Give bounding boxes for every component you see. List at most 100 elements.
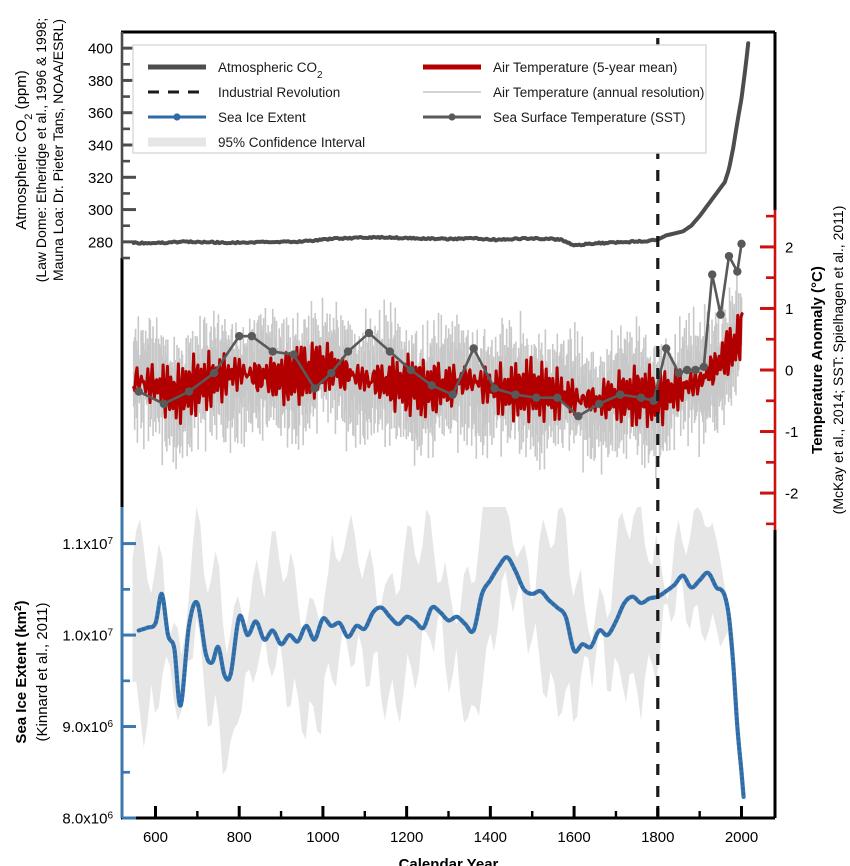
sst-marker bbox=[448, 390, 457, 399]
temperature-tick-label: -1 bbox=[785, 424, 798, 441]
legend-air-temp-5yr-label: Air Temperature (5-year mean) bbox=[493, 60, 677, 75]
sea-ice-marker bbox=[514, 571, 519, 576]
sea-ice-marker bbox=[405, 614, 410, 619]
sea-ice-marker bbox=[463, 621, 467, 626]
sea-ice-marker bbox=[248, 629, 253, 634]
sea-ice-marker bbox=[340, 625, 345, 630]
sea-ice-marker bbox=[173, 660, 178, 664]
sea-ice-marker bbox=[507, 558, 512, 562]
sea-ice-marker bbox=[708, 573, 713, 578]
sea-ice-marker bbox=[287, 633, 292, 637]
sea-ice-marker bbox=[591, 640, 596, 645]
sea-ice-marker bbox=[620, 605, 624, 610]
sea-ice-marker bbox=[469, 629, 473, 634]
sea-ice-marker bbox=[209, 660, 214, 665]
sea-ice-marker bbox=[736, 736, 741, 741]
sea-ice-marker bbox=[204, 653, 209, 658]
sea-ice-marker bbox=[342, 629, 347, 634]
sea-ice-marker bbox=[174, 674, 179, 679]
sea-ice-marker bbox=[178, 703, 183, 708]
sea-ice-marker bbox=[474, 617, 479, 622]
sea-ice-marker bbox=[473, 622, 478, 627]
sea-ice-marker bbox=[181, 688, 185, 693]
sea-ice-marker bbox=[273, 631, 278, 636]
sea-ice-marker bbox=[333, 622, 337, 627]
temperature-axis-source: (McKay et al., 2014; SST: Spielhagen et … bbox=[830, 206, 846, 515]
sea-ice-marker bbox=[739, 766, 744, 771]
sea-ice-marker bbox=[439, 611, 444, 616]
sst-marker bbox=[310, 384, 319, 393]
sea-ice-marker bbox=[220, 666, 225, 671]
sea-ice-marker bbox=[172, 650, 177, 654]
sst-marker bbox=[184, 387, 194, 396]
sea-ice-marker bbox=[242, 623, 246, 628]
sea-ice-marker bbox=[510, 562, 515, 567]
sea-ice-marker bbox=[183, 663, 187, 668]
sea-ice-marker bbox=[362, 626, 367, 631]
co2-tick-label: 280 bbox=[88, 234, 113, 251]
chart-legend: Atmospheric CO2 Industrial Revolution Sea … bbox=[132, 44, 707, 154]
sea-ice-marker bbox=[614, 619, 618, 624]
sea-ice-marker bbox=[401, 617, 406, 622]
sea-ice-marker bbox=[516, 576, 521, 580]
sea-ice-marker bbox=[629, 594, 634, 599]
sea-ice-marker bbox=[181, 678, 186, 683]
sea-ice-marker bbox=[646, 597, 650, 602]
sea-ice-marker bbox=[520, 585, 525, 590]
sea-ice-marker bbox=[723, 597, 728, 602]
sea-ice-marker bbox=[730, 657, 735, 661]
legend-sea-ice-swatch-marker bbox=[173, 113, 181, 121]
co2-tick-label: 360 bbox=[88, 105, 113, 122]
sea-ice-marker bbox=[446, 618, 451, 623]
sea-ice-marker bbox=[682, 574, 687, 579]
sea-ice-marker bbox=[299, 631, 304, 636]
sea-ice-marker bbox=[167, 636, 172, 641]
sst-marker bbox=[615, 390, 625, 399]
sea-ice-marker bbox=[551, 602, 556, 607]
axis-titles: Atmospheric CO2 (ppm) (Law Dome: Etheridg… bbox=[13, 18, 847, 866]
sea-ice-marker bbox=[541, 591, 546, 596]
sea-ice-marker bbox=[719, 588, 724, 593]
sea-ice-marker bbox=[567, 631, 572, 636]
sea-ice-marker bbox=[678, 575, 682, 580]
sea-ice-marker bbox=[733, 701, 738, 706]
sea-ice-marker bbox=[734, 716, 739, 721]
sea-ice-marker bbox=[398, 621, 403, 626]
sea-ice-extent-series bbox=[136, 555, 746, 800]
legend-confidence-interval-label: 95% Confidence Interval bbox=[218, 135, 365, 150]
sea-ice-tick-label: 9.0x106 bbox=[62, 719, 113, 737]
sst-marker bbox=[574, 411, 583, 421]
sea-ice-marker bbox=[650, 595, 655, 600]
sea-ice-marker bbox=[518, 580, 523, 585]
confidence-interval-area bbox=[132, 507, 743, 793]
sea-ice-marker bbox=[260, 635, 265, 640]
co2-line bbox=[131, 41, 751, 248]
sea-ice-marker bbox=[270, 628, 274, 633]
sea-ice-marker bbox=[732, 676, 737, 681]
sea-ice-marker bbox=[231, 657, 235, 661]
sea-ice-marker bbox=[351, 628, 355, 633]
sst-marker bbox=[594, 399, 604, 409]
sea-ice-marker bbox=[232, 642, 237, 646]
sea-ice-marker bbox=[727, 622, 732, 626]
sea-ice-marker bbox=[232, 647, 237, 651]
sea-ice-marker bbox=[495, 567, 499, 572]
sea-ice-marker bbox=[179, 698, 184, 703]
sea-ice-marker bbox=[200, 628, 205, 633]
sea-ice-marker bbox=[233, 637, 238, 641]
legend-sst-swatch-marker bbox=[448, 113, 456, 121]
legend-box bbox=[132, 44, 707, 154]
sea-ice-marker bbox=[211, 656, 216, 661]
sea-ice-marker bbox=[725, 607, 730, 612]
sea-ice-marker bbox=[162, 602, 166, 606]
sea-ice-marker bbox=[672, 583, 676, 588]
sea-ice-marker bbox=[344, 634, 349, 638]
co2-tick-label: 400 bbox=[88, 41, 113, 58]
sea-ice-marker bbox=[175, 684, 180, 689]
co2-tick-label: 320 bbox=[88, 170, 113, 187]
sea-ice-marker bbox=[221, 671, 226, 675]
sea-ice-marker bbox=[193, 600, 198, 604]
sea-ice-marker bbox=[259, 631, 263, 635]
sea-ice-marker bbox=[442, 615, 447, 620]
